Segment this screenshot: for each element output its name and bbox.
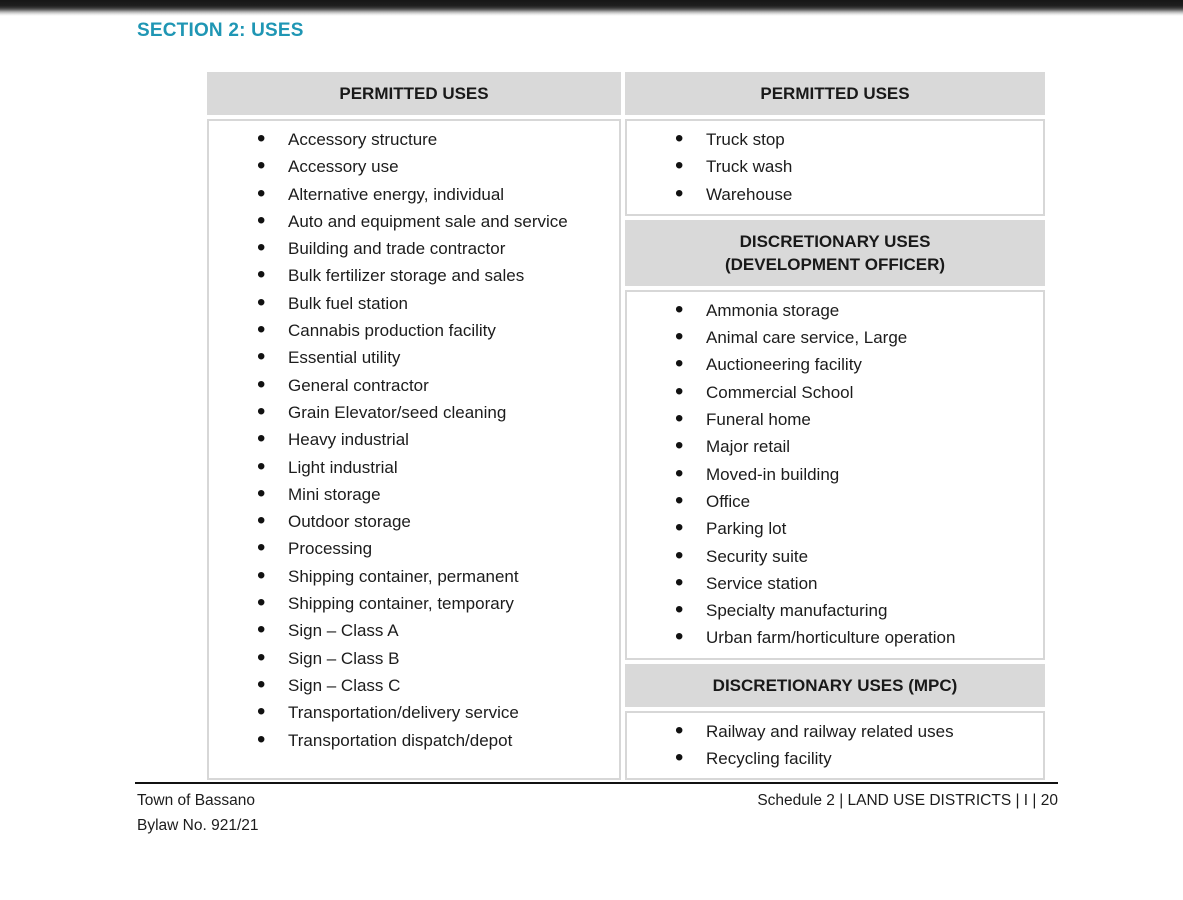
uses-table: PERMITTED USES Accessory structureAccess… xyxy=(207,72,1045,781)
use-list-item: Auctioneering facility xyxy=(633,350,1037,378)
permitted-uses-list-right: Truck stopTruck washWarehouse xyxy=(633,125,1037,208)
use-list-item: Building and trade contractor xyxy=(215,234,613,262)
use-list-item: Alternative energy, individual xyxy=(215,180,613,208)
use-list-item: Shipping container, temporary xyxy=(215,589,613,617)
discretionary-uses-mpc-cell: Railway and railway related usesRecyclin… xyxy=(625,710,1045,781)
footer-bylaw-number: Bylaw No. 921/21 xyxy=(137,816,259,834)
discretionary-uses-mpc-list: Railway and railway related usesRecyclin… xyxy=(633,717,1037,773)
use-list-item: Funeral home xyxy=(633,405,1037,433)
use-list-item: Transportation dispatch/depot xyxy=(215,726,613,754)
use-list-item: Bulk fuel station xyxy=(215,289,613,317)
footer-divider-line xyxy=(135,782,1058,784)
use-list-item: Major retail xyxy=(633,432,1037,460)
page-title: SECTION 2: USES xyxy=(137,20,304,41)
use-list-item: Urban farm/horticulture operation xyxy=(633,623,1037,651)
uses-table-left-column: PERMITTED USES Accessory structureAccess… xyxy=(207,72,621,781)
use-list-item: Animal care service, Large xyxy=(633,323,1037,351)
permitted-uses-header-right: PERMITTED USES xyxy=(625,72,1045,115)
use-list-item: Office xyxy=(633,487,1037,515)
permitted-uses-list-left: Accessory structureAccessory useAlternat… xyxy=(215,125,613,754)
permitted-uses-cell-right: Truck stopTruck washWarehouse xyxy=(625,119,1045,216)
use-list-item: Moved-in building xyxy=(633,460,1037,488)
use-list-item: Grain Elevator/seed cleaning xyxy=(215,398,613,426)
footer-town-name: Town of Bassano xyxy=(137,792,256,809)
use-list-item: Warehouse xyxy=(633,180,1037,208)
use-list-item: Sign – Class B xyxy=(215,644,613,672)
permitted-uses-header-left: PERMITTED USES xyxy=(207,72,621,115)
use-list-item: Cannabis production facility xyxy=(215,316,613,344)
use-list-item: Shipping container, permanent xyxy=(215,562,613,590)
use-list-item: Light industrial xyxy=(215,453,613,481)
footer-left-block: Town of Bassano Bylaw No. 921/21 xyxy=(137,789,259,838)
use-list-item: Transportation/delivery service xyxy=(215,698,613,726)
use-list-item: Accessory use xyxy=(215,152,613,180)
discretionary-uses-development-officer-cell: Ammonia storageAnimal care service, Larg… xyxy=(625,289,1045,660)
discretionary-uses-mpc-header: DISCRETIONARY USES (MPC) xyxy=(625,663,1045,707)
use-list-item: Sign – Class C xyxy=(215,671,613,699)
uses-table-right-column: PERMITTED USES Truck stopTruck washWareh… xyxy=(625,72,1045,781)
use-list-item: Auto and equipment sale and service xyxy=(215,207,613,235)
use-list-item: Truck stop xyxy=(633,125,1037,153)
use-list-item: Mini storage xyxy=(215,480,613,508)
use-list-item: Service station xyxy=(633,569,1037,597)
use-list-item: Bulk fertilizer storage and sales xyxy=(215,261,613,289)
use-list-item: Recycling facility xyxy=(633,744,1037,772)
use-list-item: Commercial School xyxy=(633,378,1037,406)
use-list-item: Essential utility xyxy=(215,343,613,371)
use-list-item: Processing xyxy=(215,534,613,562)
use-list-item: Outdoor storage xyxy=(215,507,613,535)
use-list-item: Sign – Class A xyxy=(215,616,613,644)
use-list-item: Accessory structure xyxy=(215,125,613,153)
use-list-item: Railway and railway related uses xyxy=(633,717,1037,745)
discretionary-uses-development-officer-list: Ammonia storageAnimal care service, Larg… xyxy=(633,296,1037,652)
use-list-item: Ammonia storage xyxy=(633,296,1037,324)
footer-schedule-reference: Schedule 2 | LAND USE DISTRICTS | I | 20 xyxy=(757,792,1058,809)
use-list-item: Parking lot xyxy=(633,514,1037,542)
window-top-shadow-bar xyxy=(0,0,1183,16)
use-list-item: Truck wash xyxy=(633,152,1037,180)
discretionary-uses-development-officer-header: DISCRETIONARY USES (DEVELOPMENT OFFICER) xyxy=(625,219,1045,286)
use-list-item: Heavy industrial xyxy=(215,425,613,453)
use-list-item: General contractor xyxy=(215,371,613,399)
use-list-item: Security suite xyxy=(633,542,1037,570)
use-list-item: Specialty manufacturing xyxy=(633,596,1037,624)
permitted-uses-cell-left: Accessory structureAccessory useAlternat… xyxy=(207,119,621,781)
